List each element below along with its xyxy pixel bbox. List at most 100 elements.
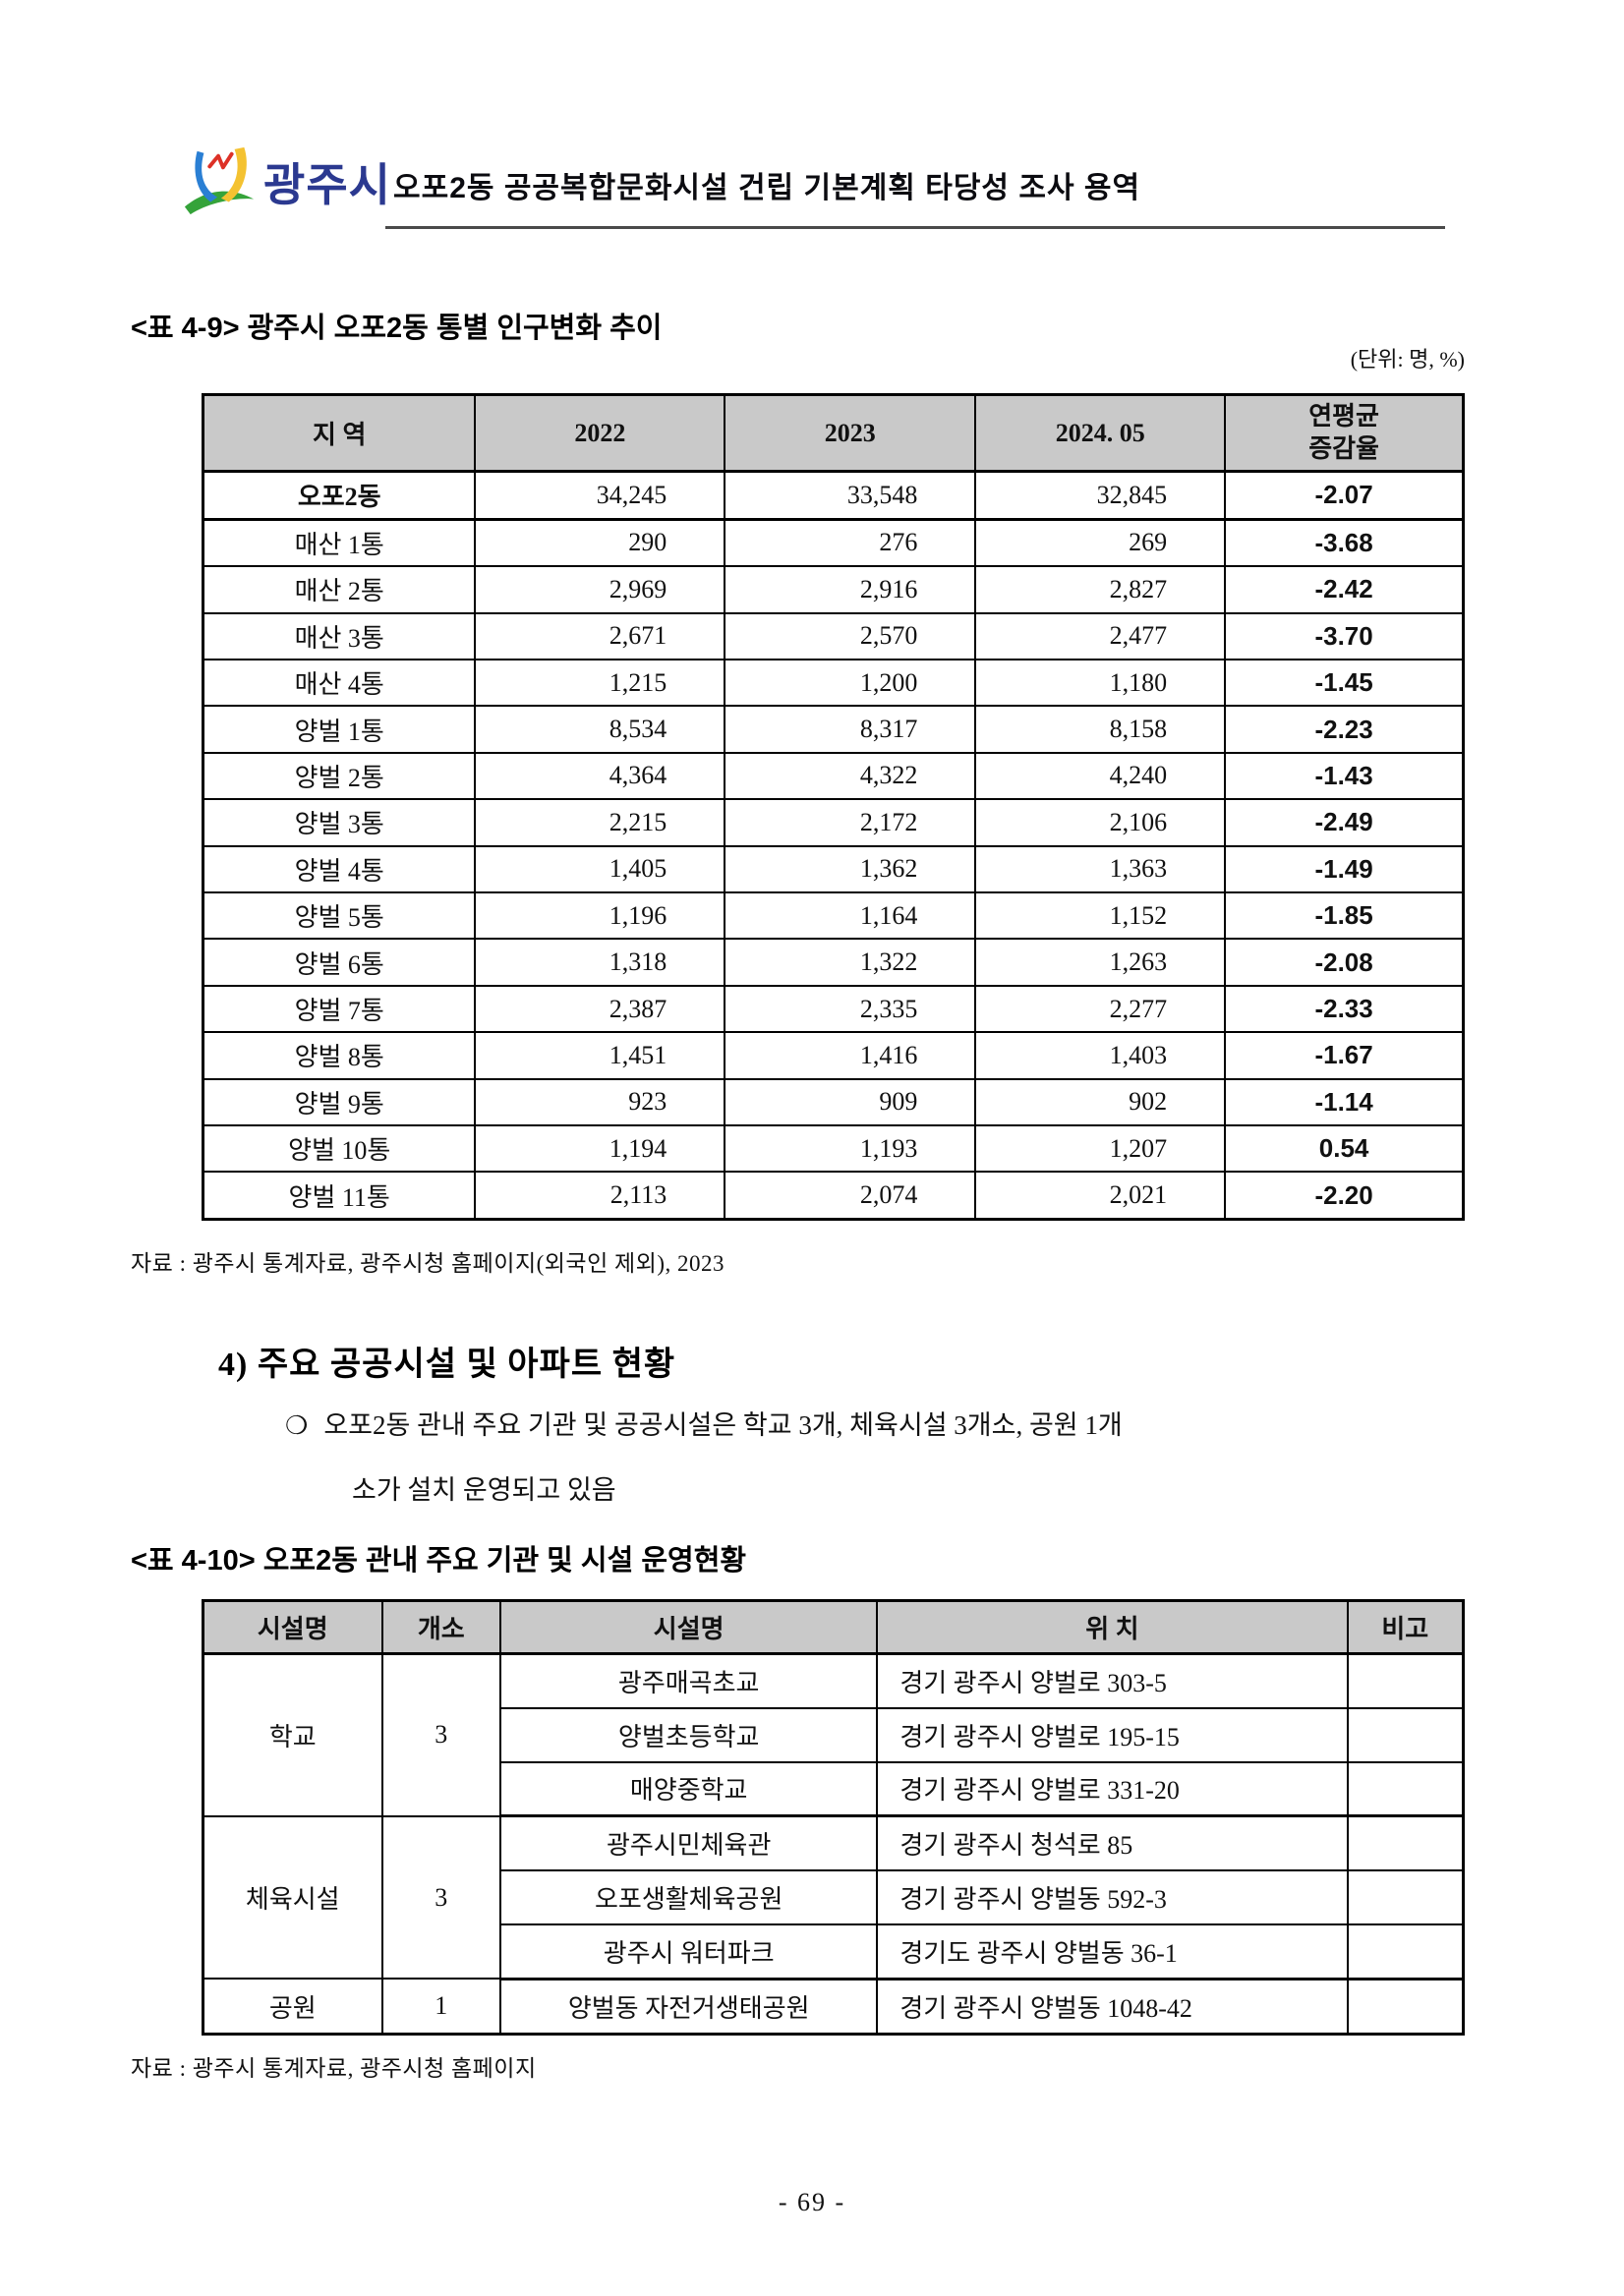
table-row: 매산 1통 290 276 269 -3.68 [202,518,1465,568]
value-2022-cell: 2,215 [474,798,726,847]
facility-name-cell: 광주시 워터파크 [499,1923,879,1980]
section-heading: 4) 주요 공공시설 및 아파트 현황 [218,1347,676,1383]
value-2024-cell: 2,477 [974,611,1227,660]
value-2022-cell: 4,364 [474,751,726,801]
table-row: 양벌 9통 923 909 902 -1.14 [202,1077,1465,1127]
logo-green-swoosh [184,191,255,215]
value-2024-cell: 2,021 [974,1171,1227,1221]
rate-cell: -2.23 [1224,705,1465,754]
value-2023-cell: 2,335 [724,984,977,1034]
table1-caption: <표 4-9> 광주시 오포2동 통별 인구변화 추이 [131,313,663,344]
table-row: 양벌 4통 1,405 1,362 1,363 -1.49 [202,844,1465,893]
rate-cell: -1.49 [1224,844,1465,893]
col-header-note: 비고 [1346,1599,1465,1655]
table-row: 매산 2통 2,969 2,916 2,827 -2.42 [202,565,1465,614]
col-header-2022: 2022 [474,393,726,473]
value-2023-cell: 8,317 [724,705,977,754]
table1-unit-note: (단위: 명, %) [1350,347,1465,372]
col-header-facility-name: 시설명 [499,1599,879,1655]
count-cell: 3 [380,1652,502,1817]
col-header-region: 지 역 [202,393,477,473]
table-row: 매산 4통 1,215 1,200 1,180 -1.45 [202,658,1465,708]
table-row: 매산 3통 2,671 2,570 2,477 -3.70 [202,611,1465,660]
region-cell: 매산 1통 [202,518,477,568]
value-2022-cell: 1,451 [474,1031,726,1080]
location-cell: 경기 광주시 양벌동 1048-42 [876,1978,1349,2036]
col-header-2024-05: 2024. 05 [974,393,1227,473]
value-2024-cell: 32,845 [974,470,1227,521]
category-cell: 학교 [202,1652,383,1817]
region-cell: 양벌 6통 [202,938,477,987]
value-2023-cell: 2,074 [724,1171,977,1221]
value-2024-cell: 1,403 [974,1031,1227,1080]
rate-cell: -2.07 [1224,470,1465,521]
rate-cell: -2.42 [1224,565,1465,614]
location-cell: 경기 광주시 양벌로 195-15 [876,1706,1349,1763]
region-cell: 오포2동 [202,470,477,521]
value-2022-cell: 290 [474,518,726,568]
value-2024-cell: 1,363 [974,844,1227,893]
region-cell: 양벌 9통 [202,1077,477,1127]
value-2023-cell: 2,570 [724,611,977,660]
table-row: 오포2동 34,245 33,548 32,845 -2.07 [202,470,1465,521]
value-2023-cell: 4,322 [724,751,977,801]
table-row: 양벌 1통 8,534 8,317 8,158 -2.23 [202,705,1465,754]
value-2023-cell: 276 [724,518,977,568]
rate-cell: -2.08 [1224,938,1465,987]
table-row: 양벌 10통 1,194 1,193 1,207 0.54 [202,1124,1465,1174]
location-cell: 경기 광주시 양벌로 303-5 [876,1652,1349,1709]
facility-name-cell: 양벌초등학교 [499,1706,879,1763]
value-2022-cell: 2,969 [474,565,726,614]
rate-cell: -2.33 [1224,984,1465,1034]
value-2022-cell: 1,405 [474,844,726,893]
value-2023-cell: 2,172 [724,798,977,847]
bullet-paragraph-line1: ❍ 오포2동 관내 주요 기관 및 공공시설은 학교 3개, 체육시설 3개소, … [285,1404,1123,1442]
facility-name-cell: 광주시민체육관 [499,1814,879,1872]
location-cell: 경기 광주시 양벌동 592-3 [876,1869,1349,1925]
facilities-table: 시설명 개소 시설명 위 치 비고 학교 3 광주매곡초교 경기 광주시 양벌로… [202,1599,1465,2036]
rate-cell: -3.68 [1224,518,1465,568]
value-2022-cell: 2,671 [474,611,726,660]
rate-cell: -1.43 [1224,751,1465,801]
region-cell: 양벌 8통 [202,1031,477,1080]
value-2024-cell: 1,263 [974,938,1227,987]
bullet-circle-marker: ❍ [285,1411,309,1440]
count-cell: 3 [380,1814,502,1980]
region-cell: 양벌 7통 [202,984,477,1034]
col-header-2023: 2023 [724,393,977,473]
table-row: 양벌 6통 1,318 1,322 1,263 -2.08 [202,938,1465,987]
value-2024-cell: 1,207 [974,1124,1227,1174]
table-row: 양벌 2통 4,364 4,322 4,240 -1.43 [202,751,1465,801]
region-cell: 양벌 2통 [202,751,477,801]
value-2024-cell: 1,152 [974,890,1227,941]
rate-cell: -2.49 [1224,798,1465,847]
col-header-category: 시설명 [202,1599,383,1655]
note-cell [1346,1869,1465,1925]
value-2023-cell: 909 [724,1077,977,1127]
region-cell: 양벌 5통 [202,890,477,941]
value-2024-cell: 2,827 [974,565,1227,614]
table-row: 체육시설 3 광주시민체육관 경기 광주시 청석로 85 [202,1814,1465,1980]
rate-cell: -1.14 [1224,1077,1465,1127]
table-row: 학교 3 광주매곡초교 경기 광주시 양벌로 303-5 [202,1652,1465,1817]
note-cell [1346,1923,1465,1980]
note-cell [1346,1652,1465,1709]
table-row: 양벌초등학교 경기 광주시 양벌로 195-15 [203,1706,1465,1763]
region-cell: 매산 2통 [202,565,477,614]
table-row: 양벌 11통 2,113 2,074 2,021 -2.20 [202,1171,1465,1221]
value-2023-cell: 2,916 [724,565,977,614]
rate-cell: -2.20 [1224,1171,1465,1221]
value-2024-cell: 2,277 [974,984,1227,1034]
value-2022-cell: 1,318 [474,938,726,987]
table2-header-row: 시설명 개소 시설명 위 치 비고 [202,1599,1465,1655]
value-2022-cell: 2,113 [474,1171,726,1221]
bullet-text: 오포2동 관내 주요 기관 및 공공시설은 학교 3개, 체육시설 3개소, 공… [323,1410,1123,1440]
rate-cell: -1.45 [1224,658,1465,708]
document-title: 오포2동 공공복합문화시설 건립 기본계획 타당성 조사 용역 [393,172,1141,204]
region-cell: 양벌 3통 [202,798,477,847]
value-2023-cell: 1,164 [724,890,977,941]
table-row: 매양중학교 경기 광주시 양벌로 331-20 [203,1760,1465,1818]
gwangju-city-logo-icon [184,146,255,215]
value-2024-cell: 902 [974,1077,1227,1127]
value-2024-cell: 8,158 [974,705,1227,754]
